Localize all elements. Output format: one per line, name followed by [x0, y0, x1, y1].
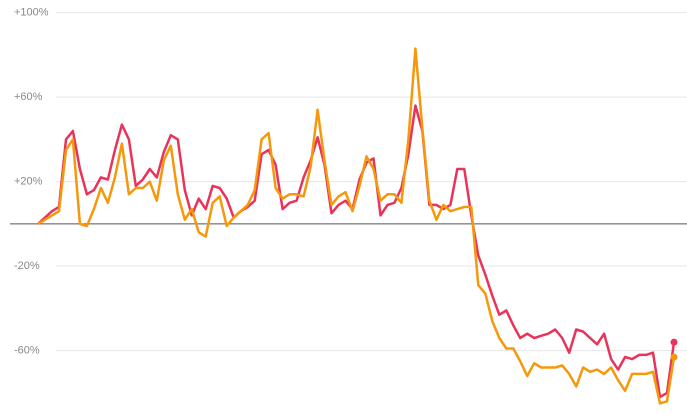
series-line: [37, 47, 676, 405]
y-tick-label: -20%: [14, 260, 40, 272]
label-bg: [10, 258, 56, 275]
end-dot: [670, 338, 678, 346]
series-line: [37, 104, 676, 399]
y-tick-label: +100%: [14, 7, 49, 19]
end-dot: [670, 353, 678, 361]
y-tick-label: -60%: [14, 345, 40, 357]
y-tick-label: +60%: [14, 91, 43, 103]
label-bg: [10, 342, 56, 359]
label-bg: [10, 173, 56, 190]
label-bg: [10, 89, 56, 106]
label-bg: [10, 4, 56, 21]
y-tick-label: +20%: [14, 176, 43, 188]
